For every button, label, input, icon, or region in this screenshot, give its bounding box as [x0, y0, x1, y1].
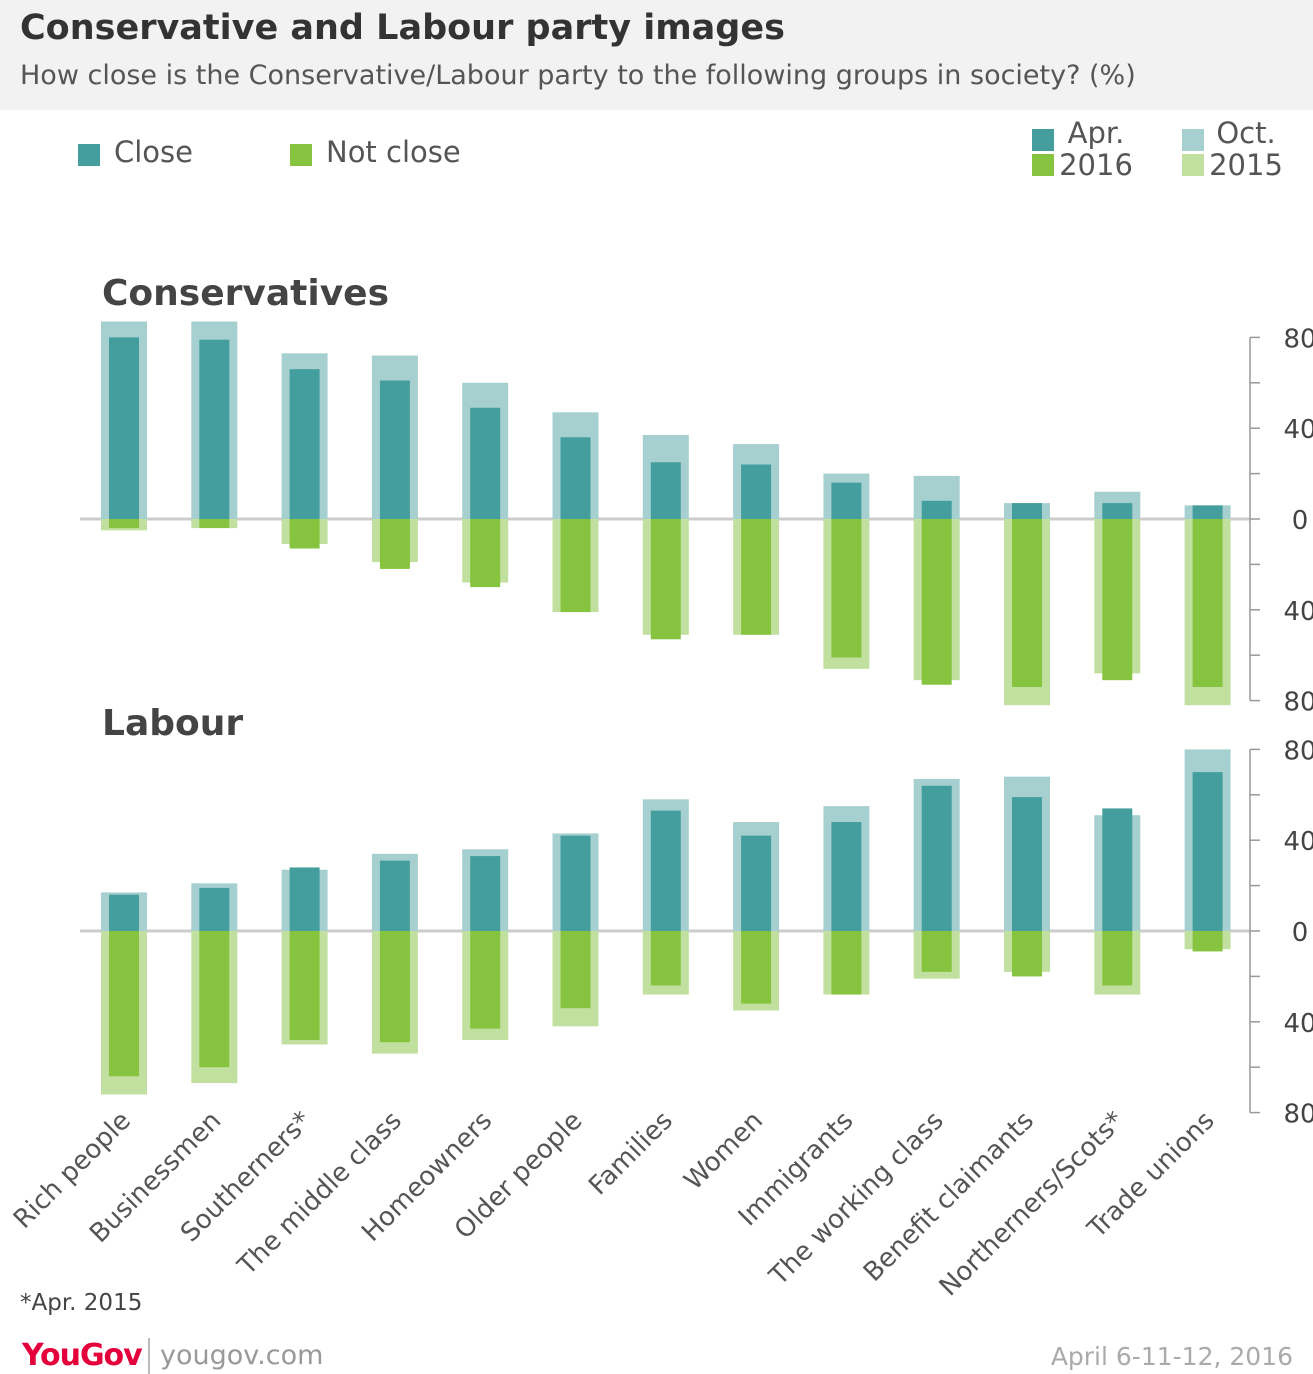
labour-bar-notclose-apr2016 [1012, 931, 1042, 977]
legend-oct2015-close-swatch [1182, 129, 1204, 151]
conservatives-bar-notclose-apr2016 [379, 519, 410, 569]
labour-y-tick-label: 0 [1292, 918, 1309, 948]
conservatives-bar-close-apr2016 [560, 437, 591, 519]
legend-period-current-line2: 2016 [1059, 148, 1133, 182]
labour-bar-notclose-apr2016 [470, 931, 501, 1029]
legend-oct2015-notclose-swatch [1182, 154, 1204, 176]
conservatives-bar-notclose-apr2016 [109, 519, 139, 529]
conservatives-y-tick-label: 40 [1283, 597, 1313, 627]
labour-bar-close-apr2016 [289, 867, 320, 931]
labour-bar-close-apr2016 [379, 860, 410, 931]
labour-bar-close-apr2016 [1012, 797, 1042, 931]
labour-bar-notclose-apr2016 [650, 931, 681, 986]
legend-close-label: Close [114, 135, 193, 169]
labour-y-tick-label: 80 [1283, 1100, 1313, 1130]
conservatives-bar-close-apr2016 [741, 464, 772, 519]
chart-subtitle: How close is the Conservative/Labour par… [20, 60, 1136, 91]
conservatives-bar-notclose-apr2016 [560, 519, 591, 613]
category-label: Women [679, 1106, 769, 1196]
conservatives-bar-close-apr2016 [109, 337, 139, 519]
conservatives-bar-close-apr2016 [289, 369, 320, 519]
labour-bar-close-apr2016 [650, 810, 681, 931]
conservatives-bar-notclose-apr2016 [1192, 519, 1223, 687]
labour-bar-notclose-apr2016 [921, 931, 952, 972]
conservatives-bar-close-apr2016 [379, 380, 410, 519]
category-label: The working class [763, 1106, 949, 1292]
labour-bar-close-apr2016 [199, 887, 230, 931]
conservatives-panel-title: Conservatives [102, 273, 389, 314]
labour-bar-close-apr2016 [921, 785, 952, 931]
chart-title: Conservative and Labour party images [20, 8, 785, 48]
labour-bar-notclose-apr2016 [289, 931, 320, 1040]
conservatives-bar-close-apr2016 [831, 482, 862, 519]
header-band: Conservative and Labour party images How… [0, 0, 1313, 110]
conservatives-bar-close-apr2016 [921, 500, 952, 519]
conservatives-y-tick-label: 80 [1283, 688, 1313, 718]
labour-y-tick-label: 40 [1283, 827, 1313, 857]
labour-bar-close-apr2016 [109, 894, 139, 931]
conservatives-bar-notclose-apr2016 [921, 519, 952, 685]
labour-bar-notclose-apr2016 [1192, 931, 1223, 952]
conservatives-bar-notclose-apr2016 [1102, 519, 1133, 681]
labour-bar-notclose-apr2016 [1102, 931, 1133, 986]
labour-bar-notclose-apr2016 [831, 931, 862, 995]
legend-not-close-swatch [290, 144, 312, 166]
conservatives-bar-notclose-apr2016 [650, 519, 681, 640]
labour-bar-close-apr2016 [831, 822, 862, 931]
conservatives-bar-notclose-apr2016 [470, 519, 501, 588]
legend-apr2016-notclose-swatch [1032, 154, 1054, 176]
legend-period-current-line1: Apr. [1067, 116, 1125, 150]
conservatives-bar-close-apr2016 [470, 407, 501, 519]
legend-period-previous: Oct. 2015 [1208, 117, 1284, 181]
legend-not-close-label: Not close [326, 135, 461, 169]
labour-bar-notclose-apr2016 [199, 931, 230, 1068]
conservatives-bar-notclose-apr2016 [199, 519, 230, 529]
legend-period-current: Apr. 2016 [1058, 117, 1134, 181]
labour-bar-notclose-apr2016 [741, 931, 772, 1004]
legend-apr2016-close-swatch [1032, 129, 1054, 151]
conservatives-y-tick-label: 80 [1283, 324, 1313, 354]
conservatives-bar-close-apr2016 [1102, 503, 1133, 519]
category-label: The middle class [232, 1106, 408, 1282]
labour-y-tick-label: 40 [1283, 1009, 1313, 1039]
labour-panel-title: Labour [102, 703, 243, 744]
site-url: yougov.com [160, 1340, 324, 1371]
category-label: Benefit claimants [858, 1106, 1040, 1288]
conservatives-y-tick-label: 0 [1292, 506, 1309, 536]
conservatives-y-tick-label: 40 [1283, 415, 1313, 445]
conservatives-bar-notclose-apr2016 [741, 519, 772, 635]
conservatives-bar-close-apr2016 [199, 339, 230, 519]
labour-bar-close-apr2016 [741, 835, 772, 931]
legend-close-swatch [78, 144, 100, 166]
yougov-logo: YouGov [22, 1338, 143, 1373]
conservatives-bar-notclose-apr2016 [289, 519, 320, 549]
labour-bar-notclose-apr2016 [560, 931, 591, 1009]
conservatives-bar-close-apr2016 [650, 462, 681, 519]
legend-period-previous-line1: Oct. [1216, 116, 1276, 150]
labour-y-tick-label: 80 [1283, 736, 1313, 766]
legend-period-previous-line2: 2015 [1209, 148, 1283, 182]
conservatives-bar-close-apr2016 [1192, 505, 1223, 519]
footnote: *Apr. 2015 [20, 1290, 143, 1316]
labour-bar-close-apr2016 [470, 856, 501, 931]
conservatives-bar-close-apr2016 [1012, 503, 1042, 519]
survey-date: April 6-11-12, 2016 [1050, 1342, 1293, 1371]
labour-bar-close-apr2016 [1102, 808, 1133, 931]
labour-bar-notclose-apr2016 [379, 931, 410, 1043]
labour-bar-notclose-apr2016 [109, 931, 139, 1077]
category-label: Families [583, 1106, 678, 1201]
conservatives-bar-notclose-apr2016 [831, 519, 862, 658]
labour-bar-close-apr2016 [560, 835, 591, 931]
labour-bar-close-apr2016 [1192, 772, 1223, 931]
conservatives-bar-notclose-apr2016 [1012, 519, 1042, 687]
logo-divider [148, 1338, 150, 1374]
